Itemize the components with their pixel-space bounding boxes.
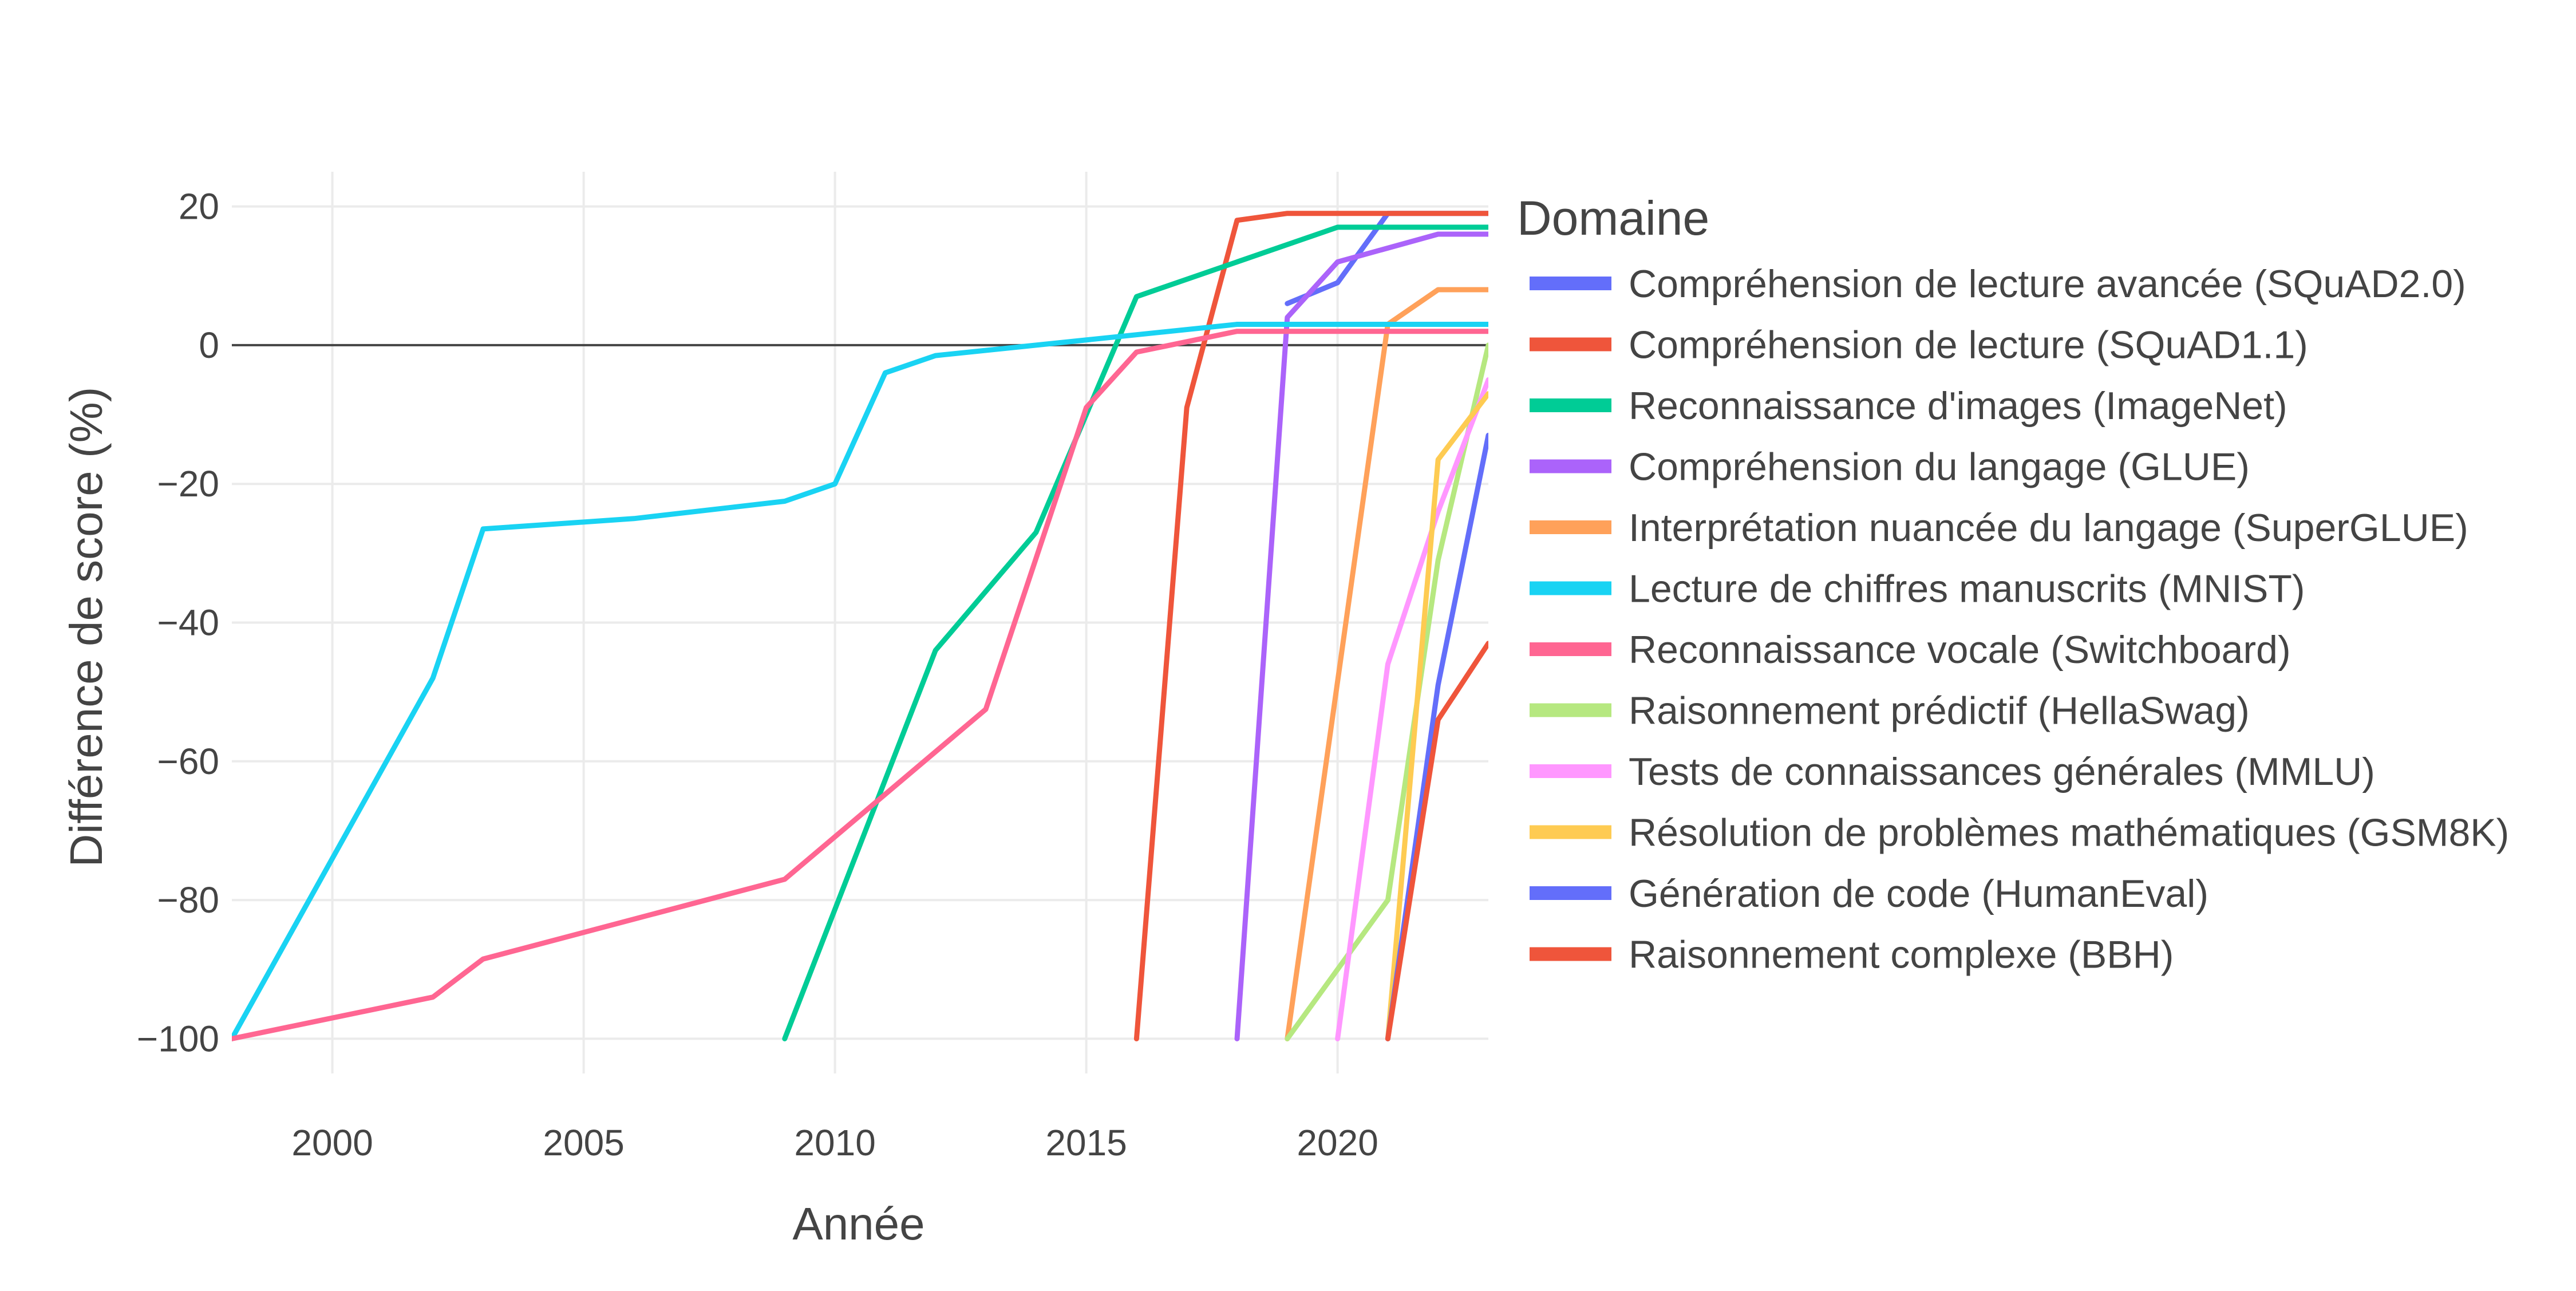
y-axis-title: Différence de score (%) — [61, 387, 112, 867]
series-line — [1133, 211, 1488, 1041]
legend-item-label: Tests de connaissances générales (MMLU) — [1629, 750, 2375, 793]
legend-item-label: Compréhension de lecture (SQuAD1.1) — [1629, 323, 2308, 367]
legend-item-label: Résolution de problèmes mathématiques (G… — [1629, 811, 2509, 855]
y-tick-label: −20 — [157, 463, 219, 504]
y-tick-label: 0 — [199, 325, 219, 366]
legend-item-label: Raisonnement complexe (BBH) — [1629, 933, 2174, 977]
y-tick-label: −40 — [157, 602, 219, 643]
series-line — [1385, 391, 1488, 1041]
x-tick-label: 2005 — [543, 1122, 624, 1163]
legend-item-label: Reconnaissance d'images (ImageNet) — [1629, 384, 2287, 428]
y-tick-label: −80 — [157, 879, 219, 921]
y-tick-label: −100 — [137, 1018, 219, 1059]
legend-item-label: Raisonnement prédictif (HellaSwag) — [1629, 689, 2250, 733]
legend-item-label: Reconnaissance vocale (Switchboard) — [1629, 628, 2291, 672]
x-axis-ticks: 2000 2005 2010 2015 2020 — [291, 1122, 1378, 1163]
legend-item-label: Compréhension du langage (GLUE) — [1629, 445, 2250, 489]
x-tick-label: 2000 — [291, 1122, 373, 1163]
series-line — [1335, 377, 1488, 1041]
y-tick-label: 20 — [179, 186, 219, 227]
legend: Domaine Compréhension de lecture avancée… — [1517, 191, 2509, 977]
series-line — [1285, 287, 1488, 1041]
series-line — [232, 322, 1488, 1041]
legend-item-label: Lecture de chiffres manuscrits (MNIST) — [1629, 567, 2305, 611]
legend-item-label: Interprétation nuancée du langage (Super… — [1629, 506, 2468, 550]
legend-item-label: Compréhension de lecture avancée (SQuAD2… — [1629, 262, 2466, 306]
series-lines — [232, 211, 1488, 1041]
legend-title: Domaine — [1517, 191, 1709, 245]
x-tick-label: 2020 — [1297, 1122, 1378, 1163]
series-line — [1234, 231, 1488, 1041]
x-tick-label: 2015 — [1045, 1122, 1127, 1163]
series-line — [232, 329, 1488, 1041]
x-axis-title: Année — [792, 1198, 924, 1249]
y-tick-label: −60 — [157, 741, 219, 782]
series-line — [1385, 641, 1488, 1041]
gridlines — [232, 172, 1488, 1073]
y-axis-ticks: 20 0 −20 −40 −60 −80 −100 — [137, 186, 219, 1060]
legend-item-label: Génération de code (HumanEval) — [1629, 872, 2208, 915]
x-tick-label: 2010 — [794, 1122, 875, 1163]
